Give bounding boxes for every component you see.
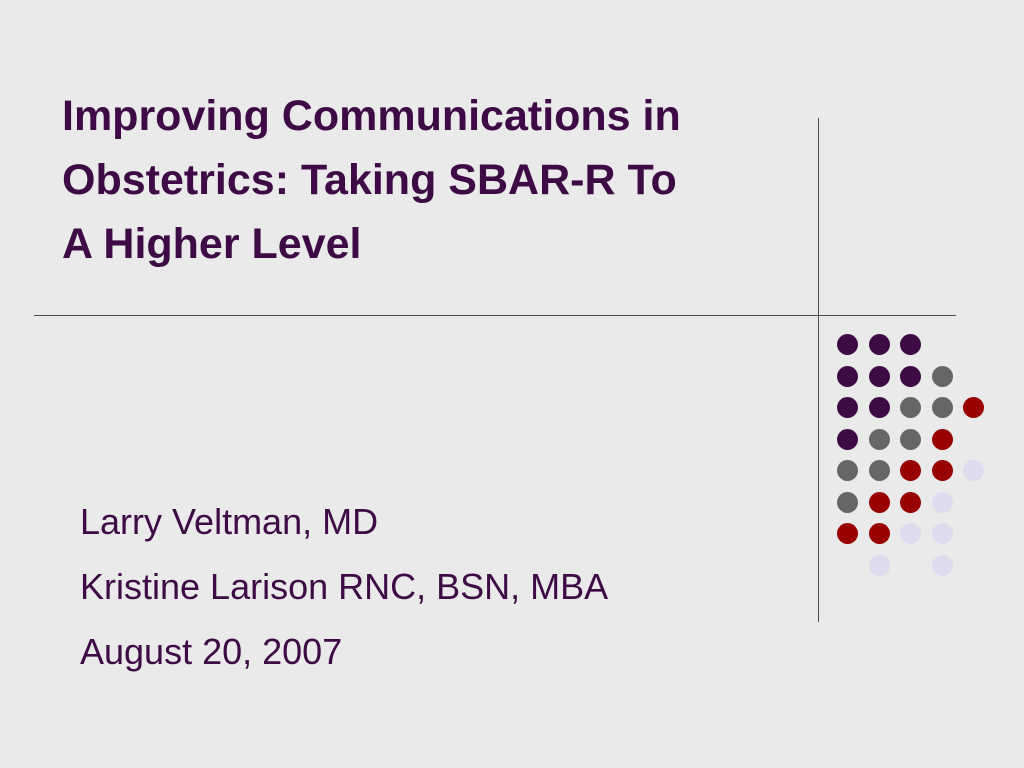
decorative-dot-grid	[837, 334, 997, 584]
dot-red	[900, 491, 921, 513]
author-line-1: Larry Veltman, MD	[80, 501, 379, 542]
dot-purple	[900, 334, 921, 355]
dot-gray	[837, 460, 858, 481]
dot-gray	[900, 397, 921, 418]
title-line-2: Obstetrics: Taking SBAR-R To	[62, 156, 677, 204]
dot-purple	[837, 334, 858, 355]
author-line-2: Kristine Larison RNC, BSN, MBA	[80, 566, 609, 607]
dot-red	[868, 491, 890, 513]
dot-purple	[900, 365, 921, 387]
dot-lavender	[868, 554, 890, 576]
dot-purple	[868, 334, 890, 355]
dot-red	[931, 460, 953, 481]
dot-lavender	[931, 491, 953, 513]
title-line-3: A Higher Level	[62, 220, 362, 268]
dot-gray	[931, 397, 953, 418]
slide-title: Improving Communications in Obstetrics: …	[62, 84, 812, 276]
presentation-date: August 20, 2007	[80, 631, 343, 672]
dot-purple	[837, 397, 858, 418]
dot-gray	[837, 491, 858, 513]
dot-lavender	[963, 460, 984, 481]
dot-red	[963, 397, 984, 418]
dot-purple	[868, 365, 890, 387]
dot-lavender	[931, 523, 953, 544]
vertical-divider	[818, 118, 819, 622]
dot-gray	[868, 428, 890, 450]
horizontal-divider	[34, 315, 956, 316]
dot-gray	[931, 365, 953, 387]
dot-red	[900, 460, 921, 481]
dot-red	[868, 523, 890, 544]
dot-red	[837, 523, 858, 544]
title-line-1: Improving Communications in	[62, 92, 681, 140]
dot-purple	[837, 365, 858, 387]
dot-gray	[900, 428, 921, 450]
dot-purple	[837, 428, 858, 450]
dot-purple	[868, 397, 890, 418]
dot-red	[931, 428, 953, 450]
author-list: Larry Veltman, MD Kristine Larison RNC, …	[80, 494, 608, 689]
dot-lavender	[900, 523, 921, 544]
dot-gray	[868, 460, 890, 481]
dot-lavender	[931, 554, 953, 576]
